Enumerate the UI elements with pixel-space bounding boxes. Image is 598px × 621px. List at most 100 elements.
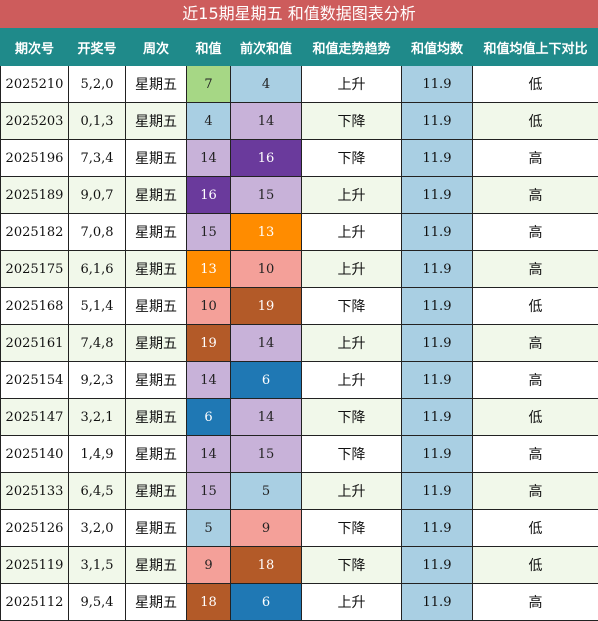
period-cell: 2025126 xyxy=(1,510,69,547)
trend-cell: 下降 xyxy=(302,436,402,473)
period-cell: 2025175 xyxy=(1,251,69,288)
avg-cell: 11.9 xyxy=(402,251,473,288)
avg-cell: 11.9 xyxy=(402,177,473,214)
page-title: 近15期星期五 和值数据图表分析 xyxy=(0,0,598,28)
compare-cell: 低 xyxy=(473,547,598,584)
trend-cell: 上升 xyxy=(302,214,402,251)
trend-cell: 上升 xyxy=(302,325,402,362)
compare-cell: 高 xyxy=(473,473,598,510)
avg-cell: 11.9 xyxy=(402,510,473,547)
weekday-cell: 星期五 xyxy=(126,399,187,436)
numbers-cell: 0,1,3 xyxy=(69,103,126,140)
trend-cell: 上升 xyxy=(302,362,402,399)
compare-cell: 高 xyxy=(473,214,598,251)
compare-cell: 高 xyxy=(473,251,598,288)
trend-cell: 下降 xyxy=(302,399,402,436)
header-numbers: 开奖号 xyxy=(69,29,126,66)
prev-sum-cell: 18 xyxy=(231,547,302,584)
avg-cell: 11.9 xyxy=(402,140,473,177)
sum-cell: 13 xyxy=(187,251,231,288)
compare-cell: 高 xyxy=(473,325,598,362)
period-cell: 2025189 xyxy=(1,177,69,214)
numbers-cell: 1,4,9 xyxy=(69,436,126,473)
sum-cell: 18 xyxy=(187,584,231,621)
period-cell: 2025112 xyxy=(1,584,69,621)
sum-cell: 10 xyxy=(187,288,231,325)
numbers-cell: 7,3,4 xyxy=(69,140,126,177)
weekday-cell: 星期五 xyxy=(126,325,187,362)
period-cell: 2025196 xyxy=(1,140,69,177)
weekday-cell: 星期五 xyxy=(126,362,187,399)
weekday-cell: 星期五 xyxy=(126,214,187,251)
avg-cell: 11.9 xyxy=(402,436,473,473)
numbers-cell: 5,1,4 xyxy=(69,288,126,325)
sum-cell: 14 xyxy=(187,140,231,177)
prev-sum-cell: 14 xyxy=(231,399,302,436)
compare-cell: 低 xyxy=(473,103,598,140)
numbers-cell: 3,2,1 xyxy=(69,399,126,436)
prev-sum-cell: 15 xyxy=(231,436,302,473)
period-cell: 2025154 xyxy=(1,362,69,399)
numbers-cell: 3,1,5 xyxy=(69,547,126,584)
compare-cell: 高 xyxy=(473,362,598,399)
prev-sum-cell: 9 xyxy=(231,510,302,547)
weekday-cell: 星期五 xyxy=(126,288,187,325)
avg-cell: 11.9 xyxy=(402,325,473,362)
weekday-cell: 星期五 xyxy=(126,177,187,214)
compare-cell: 低 xyxy=(473,399,598,436)
compare-cell: 高 xyxy=(473,436,598,473)
prev-sum-cell: 19 xyxy=(231,288,302,325)
prev-sum-cell: 10 xyxy=(231,251,302,288)
avg-cell: 11.9 xyxy=(402,66,473,103)
prev-sum-cell: 15 xyxy=(231,177,302,214)
avg-cell: 11.9 xyxy=(402,362,473,399)
header-trend: 和值走势趋势 xyxy=(302,29,402,66)
period-cell: 2025133 xyxy=(1,473,69,510)
header-prev-sum: 前次和值 xyxy=(231,29,302,66)
trend-cell: 上升 xyxy=(302,473,402,510)
weekday-cell: 星期五 xyxy=(126,584,187,621)
prev-sum-cell: 16 xyxy=(231,140,302,177)
compare-cell: 高 xyxy=(473,584,598,621)
compare-cell: 低 xyxy=(473,66,598,103)
period-cell: 2025182 xyxy=(1,214,69,251)
weekday-cell: 星期五 xyxy=(126,66,187,103)
prev-sum-cell: 13 xyxy=(231,214,302,251)
sum-cell: 16 xyxy=(187,177,231,214)
period-cell: 2025140 xyxy=(1,436,69,473)
trend-cell: 下降 xyxy=(302,103,402,140)
period-cell: 2025161 xyxy=(1,325,69,362)
numbers-cell: 6,4,5 xyxy=(69,473,126,510)
avg-cell: 11.9 xyxy=(402,584,473,621)
weekday-cell: 星期五 xyxy=(126,140,187,177)
period-cell: 2025203 xyxy=(1,103,69,140)
numbers-cell: 9,2,3 xyxy=(69,362,126,399)
weekday-cell: 星期五 xyxy=(126,251,187,288)
avg-cell: 11.9 xyxy=(402,214,473,251)
sum-cell: 15 xyxy=(187,214,231,251)
avg-cell: 11.9 xyxy=(402,103,473,140)
header-weekday: 周次 xyxy=(126,29,187,66)
weekday-cell: 星期五 xyxy=(126,436,187,473)
header-avg: 和值均数 xyxy=(402,29,473,66)
header-period: 期次号 xyxy=(1,29,69,66)
prev-sum-cell: 14 xyxy=(231,103,302,140)
sum-analysis-table: 期次号 开奖号 周次 和值 前次和值 和值走势趋势 和值均数 和值均值上下对比 … xyxy=(0,28,598,621)
prev-sum-cell: 14 xyxy=(231,325,302,362)
header-sum: 和值 xyxy=(187,29,231,66)
prev-sum-cell: 6 xyxy=(231,362,302,399)
sum-cell: 7 xyxy=(187,66,231,103)
compare-cell: 高 xyxy=(473,140,598,177)
